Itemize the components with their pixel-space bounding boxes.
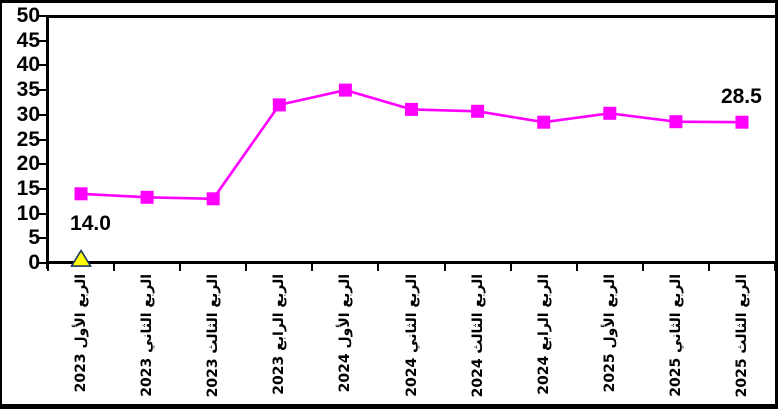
y-tick-label: 0 [28,251,40,274]
y-tick-mark [39,163,46,166]
square-data-marker [405,102,418,116]
y-tick-mark [39,113,46,116]
x-category-label: الربع الأول 2024 [337,274,354,393]
y-tick-label: 15 [16,176,40,200]
x-category-label: الربع الأول 2023 [73,274,90,393]
x-tick-mark [641,264,644,271]
x-tick-mark [443,264,446,271]
x-tick-mark [774,264,776,271]
y-tick-mark [39,39,46,42]
x-category-label: الربع الأول 2025 [601,274,618,393]
y-tick-label: 30 [16,102,40,126]
x-category-label: الربع الرابع 2024 [535,274,552,395]
y-tick-label: 10 [16,201,40,225]
x-tick-mark [113,264,116,271]
x-tick-mark [377,264,380,271]
y-tick-label: 5 [28,226,40,250]
x-tick-mark [245,264,248,271]
y-tick-label: 35 [16,78,40,102]
y-tick-mark [39,64,46,67]
square-data-marker [735,115,749,129]
x-category-label: الربع الثاني 2025 [667,274,684,397]
y-tick-mark [39,89,46,92]
x-tick-mark [47,264,49,271]
y-tick-label: 45 [16,28,40,52]
square-data-marker [471,104,485,118]
x-category-label: الربع الثالث 2025 [733,274,750,398]
x-tick-mark [509,264,512,271]
square-data-marker [74,187,88,201]
square-data-marker [206,192,220,206]
y-tick-mark [39,15,46,17]
series-line [80,88,743,201]
x-tick-mark [311,264,314,271]
x-category-label: الربع الثاني 2024 [403,274,420,397]
y-tick-mark [39,138,46,141]
x-category-label: الربع الثاني 2023 [139,274,156,397]
plot-area-top-border [46,15,775,18]
x-category-label: الربع الثالث 2023 [205,274,222,398]
data-label: 28.5 [720,85,762,109]
square-data-marker [603,106,617,120]
y-tick-mark [39,187,46,190]
square-data-marker [140,190,154,204]
x-category-label: الربع الرابع 2023 [271,274,288,395]
x-tick-mark [707,264,710,271]
x-tick-mark [179,264,182,271]
y-tick-mark [39,262,46,264]
data-label: 14.0 [70,211,111,235]
x-tick-mark [575,264,578,271]
y-tick-label: 25 [16,127,40,151]
x-axis-line [46,261,775,264]
y-axis-line [46,15,49,269]
y-tick-label: 20 [16,152,40,176]
y-tick-mark [39,237,46,240]
square-data-marker [669,115,683,129]
square-data-marker [338,83,352,97]
square-data-marker [537,115,551,129]
square-data-marker [272,98,286,112]
y-tick-label: 50 [16,4,40,27]
y-tick-label: 40 [16,53,40,77]
x-category-label: الربع الثالث 2024 [469,274,486,398]
y-tick-mark [39,212,46,215]
